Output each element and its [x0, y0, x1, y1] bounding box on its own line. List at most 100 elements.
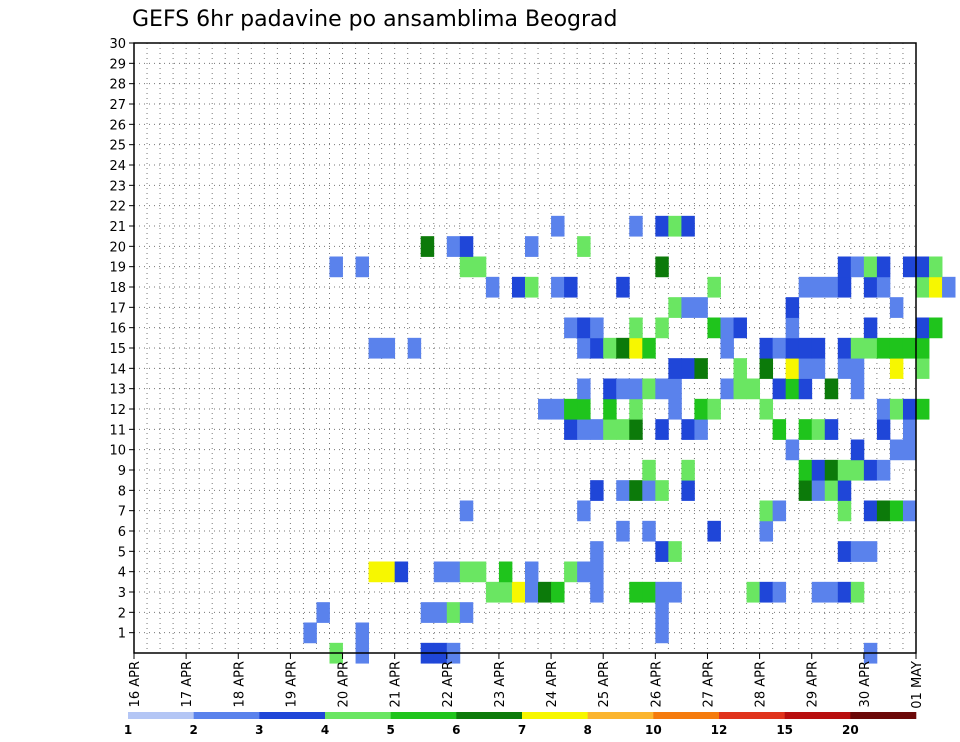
heat-cell	[538, 581, 552, 603]
heat-cell	[707, 398, 721, 420]
heat-cell	[707, 276, 721, 298]
heat-cell	[863, 276, 878, 298]
heat-cell	[525, 236, 539, 257]
colorbar-swatch	[653, 712, 720, 719]
heat-cell	[577, 500, 591, 522]
colorbar-swatch	[587, 712, 654, 719]
colorbar: 1 2 3 4 5 6 7 8 10 12 15 20	[124, 712, 917, 737]
y-tick-label: 19	[109, 261, 126, 276]
y-tick-label: 25	[109, 139, 126, 154]
heat-cell	[733, 358, 747, 379]
heat-cell	[759, 398, 774, 420]
heat-cell	[733, 317, 747, 339]
heat-cell	[902, 337, 917, 359]
heat-cell	[785, 317, 800, 339]
heat-cell	[942, 276, 956, 298]
heat-cell	[746, 581, 760, 603]
colorbar-label: 20	[842, 723, 859, 737]
colorbar-label: 15	[776, 723, 793, 737]
heat-cell	[785, 378, 800, 400]
heat-cell	[394, 561, 409, 583]
heat-cell	[629, 480, 643, 501]
heat-cell	[655, 378, 669, 400]
colorbar-swatch	[259, 712, 326, 719]
heat-cell	[420, 602, 435, 623]
heat-cell	[642, 459, 656, 481]
heat-cell	[902, 398, 917, 420]
heat-cell	[889, 337, 904, 359]
heat-cell	[603, 378, 617, 400]
y-axis: 1234567891011121314151617181920212223242…	[109, 37, 134, 642]
heat-cell	[916, 337, 930, 359]
x-tick-label: 25 APR	[597, 661, 612, 707]
x-tick-label: 23 APR	[493, 661, 508, 707]
heat-cell	[407, 337, 422, 359]
heat-cell	[876, 419, 891, 440]
y-tick-label: 13	[109, 383, 126, 398]
colorbar-label: 6	[452, 723, 460, 737]
x-tick-label: 16 APR	[128, 661, 143, 707]
heat-cell	[498, 581, 513, 603]
heat-cell	[681, 459, 695, 481]
x-axis: 16 APR 17 APR 18 APR 19 APR 20 APR 21 APR 22 A…	[128, 653, 925, 709]
heat-cell	[603, 337, 617, 359]
y-tick-label: 11	[109, 423, 126, 438]
heat-cell	[772, 581, 787, 603]
heat-cell	[707, 520, 721, 542]
heat-cell	[629, 337, 643, 359]
y-tick-label: 4	[118, 566, 126, 581]
heat-cell	[629, 398, 643, 420]
heat-cell	[889, 500, 904, 522]
heat-cell	[798, 337, 813, 359]
heat-cell	[577, 236, 591, 257]
heat-cell	[720, 337, 734, 359]
y-tick-label: 1	[118, 627, 126, 642]
x-tick-label: 17 APR	[180, 661, 195, 707]
heat-cell	[564, 561, 578, 583]
heat-cell	[811, 581, 826, 603]
heat-cell	[889, 358, 904, 379]
y-tick-label: 23	[109, 179, 126, 194]
heat-cell	[720, 317, 734, 339]
chart-title: GEFS 6hr padavine po ansamblima Beograd	[132, 7, 618, 32]
heat-cell	[355, 256, 369, 278]
colorbar-label: 5	[386, 723, 394, 737]
heat-cell	[837, 500, 852, 522]
colorbar-label: 10	[645, 723, 662, 737]
heat-cell	[655, 622, 669, 644]
heat-cell	[577, 378, 591, 400]
heat-cell	[694, 419, 708, 440]
heat-cell	[525, 561, 539, 583]
heat-cell	[668, 297, 682, 318]
heat-cell	[772, 419, 787, 440]
heat-cell	[577, 398, 591, 420]
heat-cell	[603, 398, 617, 420]
heat-cell	[824, 459, 839, 481]
colorbar-swatch	[719, 712, 785, 719]
y-tick-label: 2	[118, 606, 126, 621]
heat-cell	[420, 236, 435, 257]
heat-cell	[655, 215, 669, 237]
heat-cell	[837, 337, 852, 359]
y-tick-label: 7	[118, 505, 126, 520]
heat-cell	[916, 317, 930, 339]
heat-cell	[655, 419, 669, 440]
heat-cell	[850, 581, 865, 603]
heat-cell	[850, 541, 865, 562]
heat-cell	[655, 602, 669, 623]
heat-cell	[629, 419, 643, 440]
heat-cell	[759, 358, 774, 379]
heat-cell	[590, 419, 604, 440]
heat-cell	[902, 500, 917, 522]
heat-cell	[916, 256, 930, 278]
heat-cell	[916, 276, 930, 298]
heat-cell	[381, 337, 396, 359]
heat-cell	[746, 378, 760, 400]
heat-cell	[668, 581, 682, 603]
heat-cell	[446, 236, 461, 257]
y-tick-label: 6	[118, 525, 126, 540]
heat-cell	[850, 337, 865, 359]
colorbar-swatch	[784, 712, 851, 719]
colorbar-label: 7	[518, 723, 526, 737]
heat-cell	[590, 561, 604, 583]
